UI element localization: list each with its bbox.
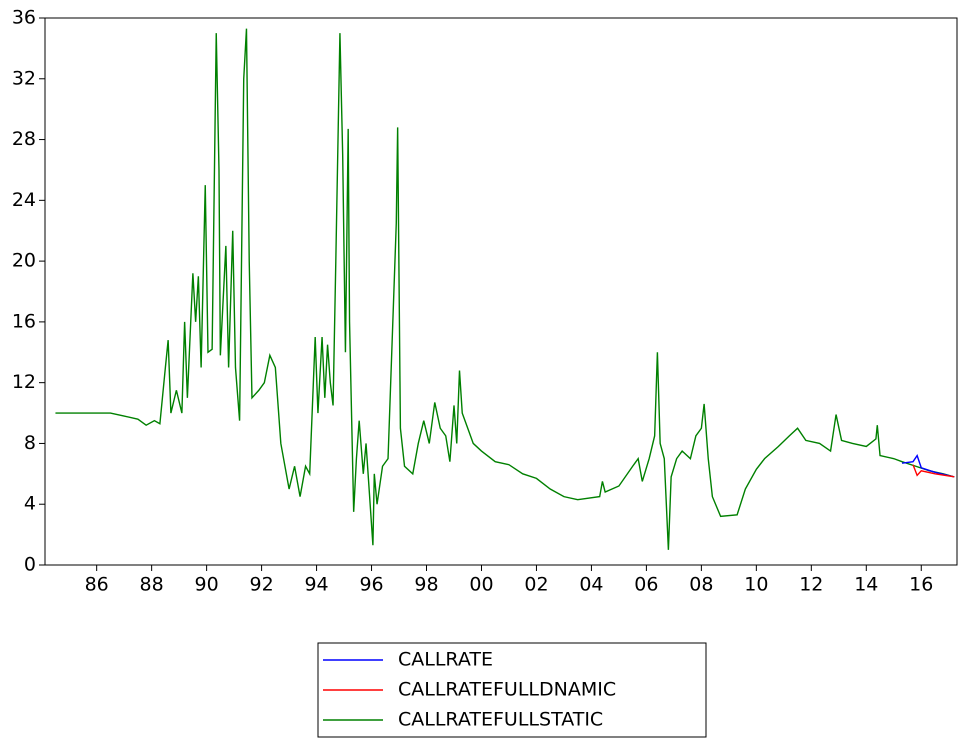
- y-tick-label: 8: [24, 432, 36, 454]
- series-line: [912, 464, 955, 478]
- legend-label: CALLRATEFULLSTATIC: [398, 709, 603, 731]
- x-tick-label: 92: [249, 574, 273, 596]
- y-tick-label: 32: [12, 67, 36, 89]
- legend-label: CALLRATEFULLDNAMIC: [398, 679, 616, 701]
- x-tick-label: 08: [689, 574, 713, 596]
- x-tick-label: 02: [524, 574, 548, 596]
- x-tick-label: 14: [854, 574, 878, 596]
- x-tick-label: 88: [140, 574, 164, 596]
- plot-frame: [44, 17, 958, 566]
- x-tick-label: 94: [304, 574, 328, 596]
- x-tick-label: 04: [579, 574, 603, 596]
- x-tick-label: 96: [359, 574, 383, 596]
- legend-label: CALLRATE: [398, 649, 493, 671]
- y-tick-label: 16: [12, 310, 36, 332]
- y-tick-label: 20: [12, 250, 36, 272]
- x-tick-label: 12: [799, 574, 823, 596]
- y-tick-label: 0: [24, 554, 36, 576]
- series-line: [55, 28, 955, 550]
- x-tick-label: 86: [85, 574, 109, 596]
- x-tick-label: 00: [469, 574, 493, 596]
- x-tick-label: 06: [634, 574, 658, 596]
- x-tick-label: 98: [414, 574, 438, 596]
- y-tick-label: 12: [12, 371, 36, 393]
- y-tick-label: 36: [12, 7, 36, 29]
- x-tick-label: 90: [195, 574, 219, 596]
- x-tick-label: 16: [909, 574, 933, 596]
- series-line: [901, 454, 955, 478]
- y-tick-label: 4: [24, 493, 36, 515]
- y-tick-label: 28: [12, 128, 36, 150]
- y-tick-label: 24: [12, 189, 36, 211]
- x-tick-label: 10: [744, 574, 768, 596]
